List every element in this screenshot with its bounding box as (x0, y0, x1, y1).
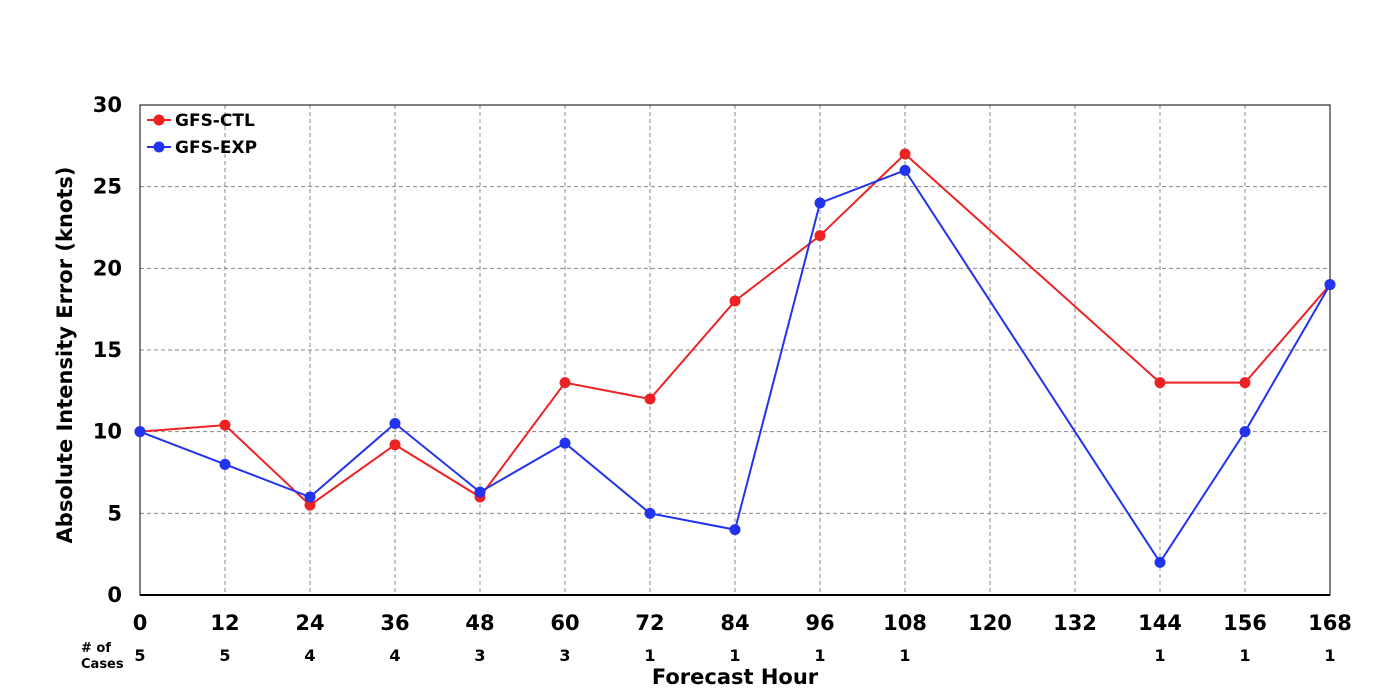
x-tick-label: 132 (1053, 611, 1097, 635)
cases-value: 3 (474, 646, 485, 665)
x-tick-label: 120 (968, 611, 1012, 635)
legend-label: GFS-EXP (175, 138, 257, 158)
data-point (1324, 279, 1336, 291)
data-point (644, 507, 656, 519)
x-tick-label: 168 (1308, 611, 1352, 635)
y-tick-label: 5 (107, 501, 122, 525)
data-point (219, 419, 231, 431)
x-tick-label: 24 (295, 611, 324, 635)
x-tick-label: 60 (550, 611, 579, 635)
data-point (1154, 377, 1166, 389)
cases-label-line1: # of (81, 641, 111, 656)
y-axis-title: Absolute Intensity Error (knots) (53, 167, 77, 544)
cases-value: 1 (814, 646, 825, 665)
x-tick-label: 84 (720, 611, 749, 635)
cases-row: # of Cases 5 5 4 4 3 3 1 1 1 1 1 1 1 (81, 641, 1336, 672)
data-point (729, 295, 741, 307)
y-tick-label: 15 (93, 338, 122, 362)
x-tick-label: 0 (133, 611, 148, 635)
legend: GFS-CTL GFS-EXP (147, 111, 257, 158)
data-point (304, 491, 316, 503)
legend-marker (153, 114, 165, 126)
y-tick-label: 25 (93, 175, 122, 199)
x-tick-label: 144 (1138, 611, 1182, 635)
legend-item: GFS-EXP (147, 138, 257, 158)
legend-label: GFS-CTL (175, 111, 255, 131)
cases-value: 1 (644, 646, 655, 665)
grid-layer (140, 105, 1330, 595)
series-gfs-exp (134, 164, 1336, 568)
cases-value: 1 (1324, 646, 1335, 665)
cases-value: 5 (134, 646, 145, 665)
cases-value: 1 (1239, 646, 1250, 665)
cases-value: 4 (389, 646, 400, 665)
x-tick-label: 108 (883, 611, 927, 635)
data-point (1154, 556, 1166, 568)
data-point (389, 439, 401, 451)
data-point (899, 164, 911, 176)
cases-value: 3 (559, 646, 570, 665)
x-tick-label: 96 (805, 611, 834, 635)
x-tick-label: 72 (635, 611, 664, 635)
cases-value: 1 (729, 646, 740, 665)
x-axis-title: Forecast Hour (652, 665, 819, 689)
data-point (389, 418, 401, 429)
tick-labels: 0 5 10 15 20 25 30 0 12 24 36 48 60 72 84 96 108 120 132 14… (93, 93, 1352, 635)
series-layer (134, 148, 1336, 568)
y-tick-label: 20 (93, 256, 122, 280)
x-tick-label: 48 (465, 611, 494, 635)
data-point (474, 486, 486, 498)
cases-value: 5 (219, 646, 230, 665)
data-point (814, 230, 826, 242)
cases-label-line2: Cases (81, 657, 124, 672)
legend-marker (153, 141, 165, 153)
data-point (899, 148, 911, 160)
legend-item: GFS-CTL (147, 111, 255, 131)
data-point (814, 197, 826, 209)
data-point (644, 393, 656, 405)
cases-value: 4 (304, 646, 315, 665)
data-point (304, 499, 316, 511)
data-point (559, 437, 571, 449)
y-tick-label: 0 (107, 583, 122, 607)
y-tick-label: 10 (93, 420, 122, 444)
data-point (559, 377, 571, 389)
data-point (1239, 377, 1251, 389)
data-point (729, 524, 741, 536)
y-tick-label: 30 (93, 93, 122, 117)
cases-value: 1 (1154, 646, 1165, 665)
cases-value: 1 (899, 646, 910, 665)
x-tick-label: 156 (1223, 611, 1267, 635)
data-point (134, 426, 146, 438)
data-point (1239, 426, 1251, 438)
data-point (219, 458, 231, 470)
x-tick-label: 12 (210, 611, 239, 635)
x-tick-label: 36 (380, 611, 409, 635)
